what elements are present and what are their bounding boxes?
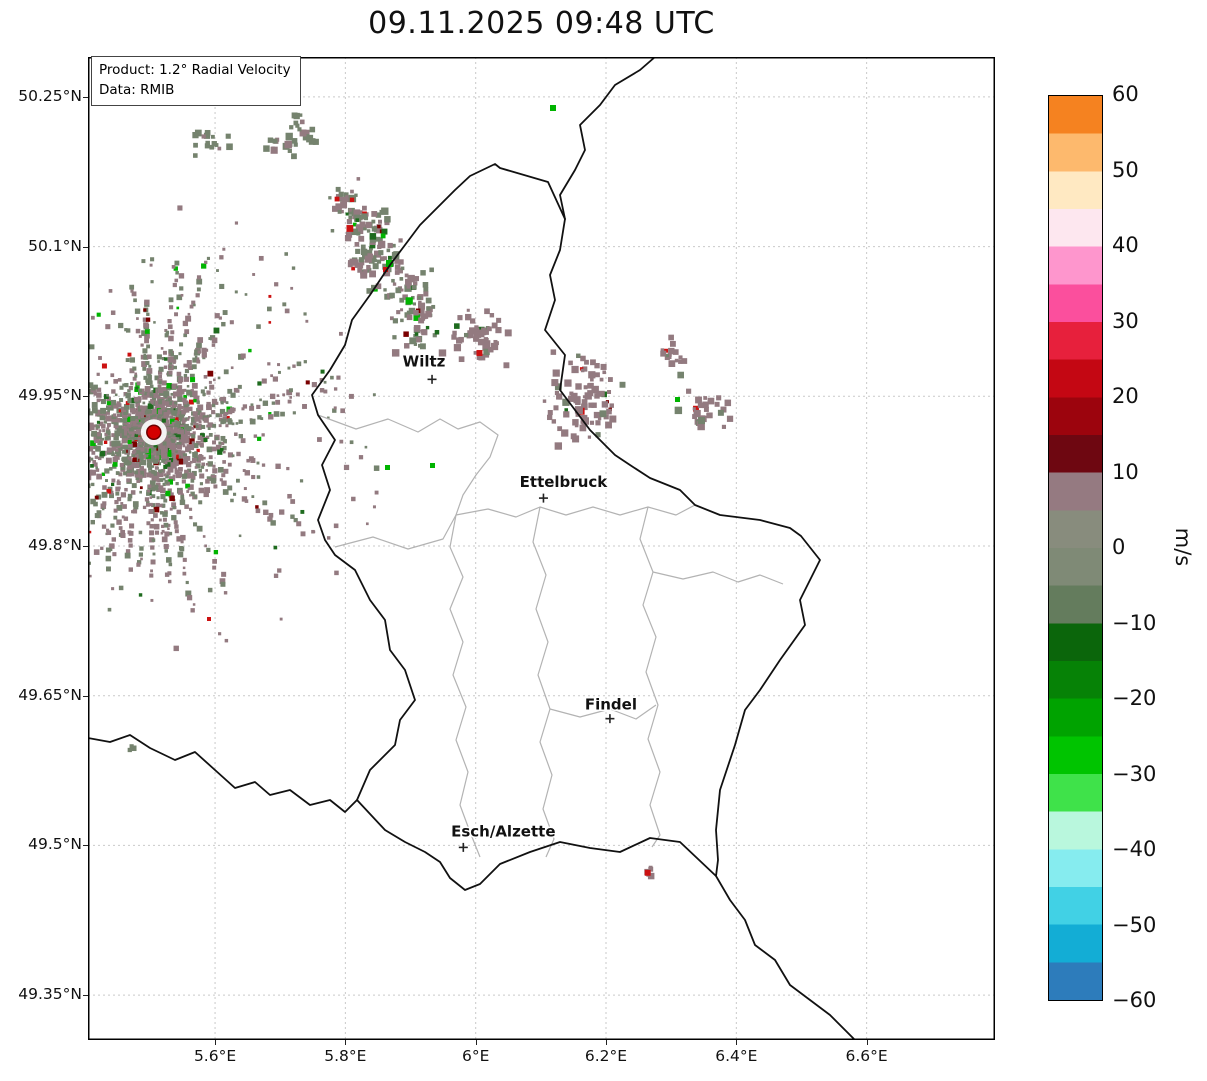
- axis-tick-mark: [475, 1040, 477, 1045]
- echo-accent: [385, 465, 390, 470]
- echo-accent: [383, 267, 388, 272]
- axis-tick-mark: [866, 1040, 868, 1045]
- district-border: [549, 704, 657, 720]
- product-label: Product: 1.2° Radial Velocity: [99, 62, 291, 78]
- echo-accent: [675, 397, 680, 402]
- country-border-be-de: [559, 57, 656, 220]
- country-border-luxembourg: [311, 163, 821, 891]
- x-tick-label: 5.6°E: [193, 1047, 237, 1065]
- axis-tick-mark: [215, 1040, 217, 1045]
- echo-accent: [430, 463, 435, 468]
- district-border: [639, 506, 661, 848]
- colorbar-tick-label: 0: [1112, 535, 1126, 559]
- axis-tick-mark: [83, 845, 88, 847]
- colorbar-tick-label: −50: [1112, 912, 1157, 937]
- colorbar-gradient: [1049, 96, 1102, 1000]
- map-plot: Wiltz Ettelbruck Findel Esch/Alzette Produc…: [88, 56, 995, 1040]
- colorbar-tick-label: −20: [1112, 686, 1157, 710]
- axis-tick-mark: [83, 995, 88, 997]
- colorbar-tick-label: −40: [1112, 837, 1157, 861]
- city-marker: [427, 374, 437, 384]
- city-marker: [605, 714, 615, 724]
- colorbar-unit-label: m/s: [1171, 527, 1195, 567]
- colorbar-tick-label: 60: [1112, 82, 1139, 106]
- district-border: [317, 414, 499, 516]
- y-tick-label: 50.25°N: [18, 86, 82, 105]
- colorbar-tick-label: 20: [1112, 384, 1139, 408]
- y-tick-label: 49.5°N: [28, 835, 82, 854]
- map-layers: [88, 57, 995, 1040]
- country-border-fr-de: [715, 875, 856, 1040]
- colorbar-tick-label: 50: [1112, 157, 1139, 182]
- colorbar-tick-label: 40: [1112, 233, 1139, 257]
- city-label: Ettelbruck: [520, 473, 609, 491]
- colorbar-tick-label: −30: [1112, 761, 1157, 786]
- axis-tick-mark: [83, 96, 88, 98]
- district-border: [334, 504, 696, 550]
- axis-tick-mark: [606, 1040, 607, 1045]
- axis-tick-mark: [345, 1040, 347, 1045]
- colorbar-tick-label: 10: [1112, 459, 1139, 484]
- x-tick-label: 6.6°E: [845, 1047, 888, 1065]
- city-marker: [538, 493, 548, 503]
- y-tick-label: 49.35°N: [18, 985, 82, 1004]
- x-tick-label: 5.8°E: [324, 1047, 367, 1065]
- radar-echo-layer: [88, 105, 734, 880]
- axis-tick-mark: [83, 546, 88, 547]
- colorbar: [1048, 95, 1103, 1001]
- y-tick-label: 49.95°N: [18, 386, 82, 405]
- colorbar-tick-label: −60: [1112, 988, 1157, 1012]
- x-tick-label: 6°E: [461, 1047, 490, 1065]
- y-tick-label: 49.65°N: [18, 685, 82, 704]
- colorbar-tick-label: 30: [1112, 308, 1139, 333]
- radar-site-marker: [146, 424, 162, 440]
- echo-accent: [550, 105, 556, 111]
- y-tick-label: 50.1°N: [28, 236, 82, 255]
- y-tick-label: 49.8°N: [28, 536, 82, 554]
- district-border: [532, 506, 555, 858]
- city-marker: [458, 842, 468, 852]
- plot-title: 09.11.2025 09:48 UTC: [368, 6, 715, 41]
- district-border: [449, 514, 481, 858]
- plot-frame: [88, 57, 995, 1040]
- axis-tick-mark: [736, 1040, 738, 1045]
- axis-tick-mark: [83, 246, 88, 248]
- city-label: Findel: [585, 696, 637, 714]
- district-border: [652, 571, 784, 585]
- city-label: Esch/Alzette: [451, 822, 555, 840]
- x-tick-label: 6.4°E: [715, 1047, 758, 1065]
- map-canvas: Wiltz Ettelbruck Findel Esch/Alzette: [88, 57, 995, 1040]
- axis-tick-mark: [83, 695, 88, 697]
- colorbar-tick-label: −10: [1112, 610, 1157, 635]
- axis-tick-mark: [83, 396, 88, 398]
- country-border-fr-be: [88, 734, 358, 813]
- echo-accent: [207, 617, 211, 621]
- x-tick-label: 6.2°E: [584, 1047, 628, 1065]
- city-label: Wiltz: [403, 352, 446, 370]
- data-source-label: Data: RMIB: [99, 82, 175, 99]
- product-info-box: Product: 1.2° Radial Velocity Data: RMIB: [91, 56, 301, 106]
